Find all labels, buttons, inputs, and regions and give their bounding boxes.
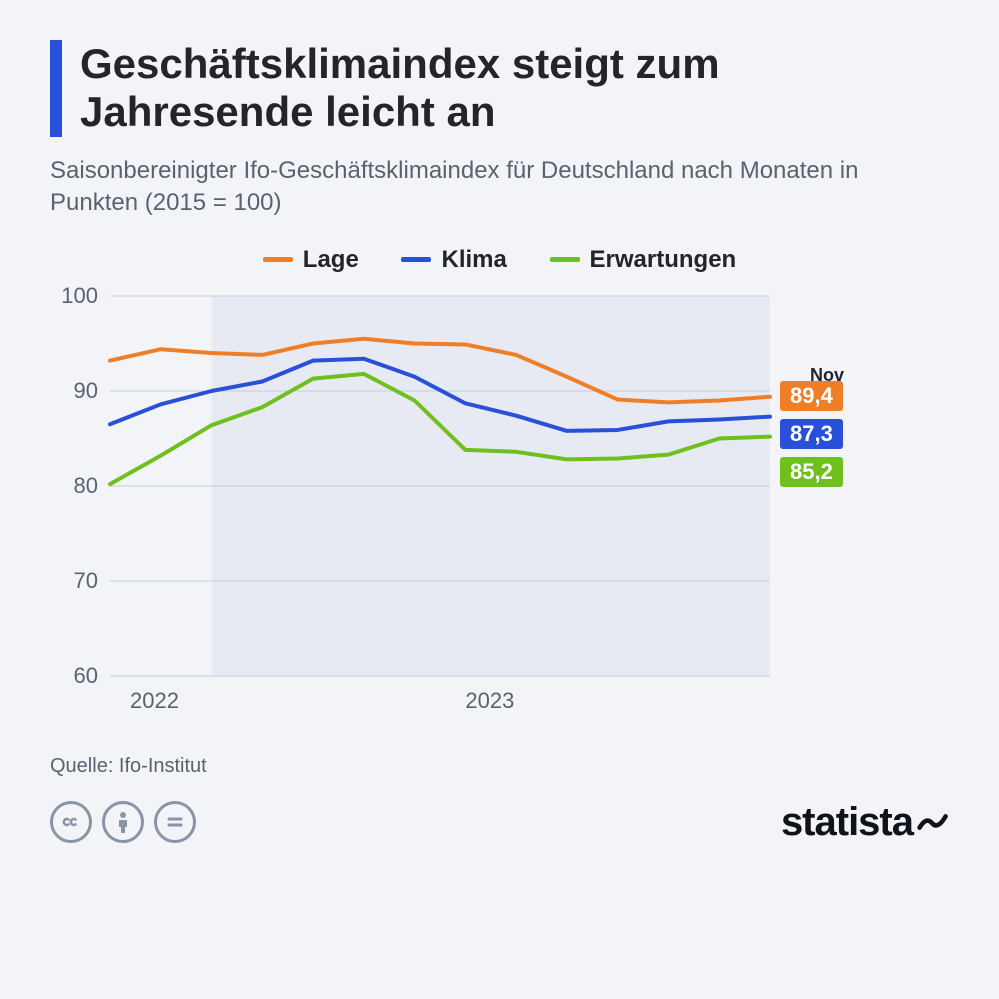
svg-text:80: 80 <box>74 473 98 498</box>
page-title: Geschäftsklimaindex steigt zum Jahresend… <box>80 40 949 137</box>
source-text: Quelle: Ifo-Institut <box>50 755 949 778</box>
license-icons <box>50 801 196 843</box>
svg-text:70: 70 <box>74 568 98 593</box>
legend: Lage Klima Erwartungen <box>50 241 949 274</box>
legend-swatch-lage <box>263 257 293 262</box>
by-icon <box>102 801 144 843</box>
legend-item-erwart: Erwartungen <box>550 246 737 274</box>
svg-text:2022: 2022 <box>130 688 179 713</box>
header: Geschäftsklimaindex steigt zum Jahresend… <box>50 40 949 137</box>
svg-text:90: 90 <box>74 378 98 403</box>
accent-bar <box>50 40 62 137</box>
brand-wave-icon <box>915 805 949 839</box>
footer: statista <box>50 800 949 845</box>
cc-icon <box>50 801 92 843</box>
legend-swatch-erwart <box>550 257 580 262</box>
series-end-label: 85,2 <box>780 457 843 487</box>
line-chart: 6070809010020222023 Nov89,487,385,2 <box>50 286 949 731</box>
legend-item-klima: Klima <box>401 246 506 274</box>
nd-icon <box>154 801 196 843</box>
brand-logo: statista <box>781 800 949 845</box>
svg-text:2023: 2023 <box>465 688 514 713</box>
series-end-label: 89,4 <box>780 381 843 411</box>
svg-text:100: 100 <box>61 286 98 308</box>
legend-label: Lage <box>303 246 359 274</box>
chart-svg: 60 70 80 90 100 2022 2023 <box>50 286 870 726</box>
legend-item-lage: Lage <box>263 246 359 274</box>
legend-swatch-klima <box>401 257 431 262</box>
svg-text:60: 60 <box>74 663 98 688</box>
subtitle: Saisonbereinigter Ifo-Geschäftsklimainde… <box>50 155 949 220</box>
legend-label: Klima <box>441 246 506 274</box>
series-end-label: 87,3 <box>780 419 843 449</box>
brand-text: statista <box>781 800 913 845</box>
legend-label: Erwartungen <box>590 246 737 274</box>
